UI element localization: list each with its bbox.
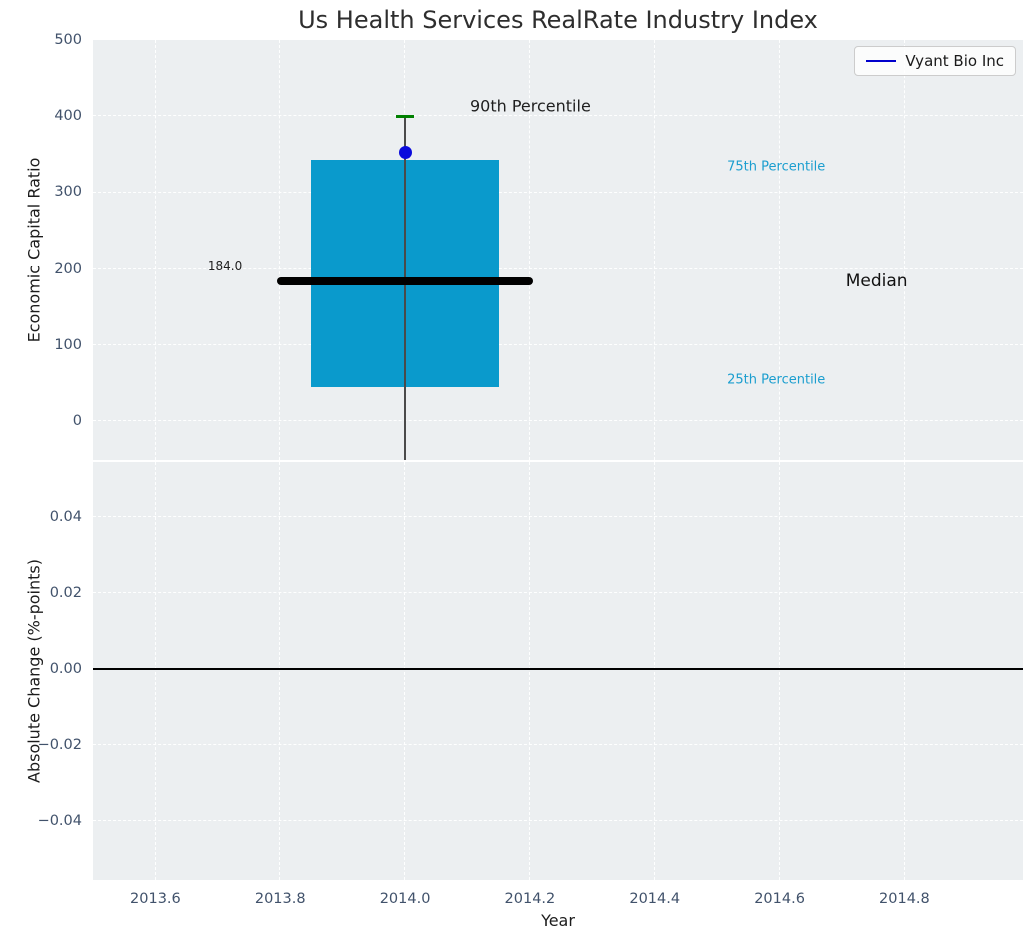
x-gridline: [154, 40, 156, 460]
annotation: 25th Percentile: [727, 372, 826, 388]
chart-title: Us Health Services RealRate Industry Ind…: [298, 6, 818, 34]
x-tick-label: 2014.6: [754, 891, 805, 907]
company-point: [398, 146, 412, 160]
annotation: Median: [845, 270, 908, 291]
y-gridline: [93, 820, 1023, 822]
legend[interactable]: Vyant Bio Inc: [854, 46, 1016, 76]
y-gridline: [93, 191, 1023, 193]
y-gridline: [93, 516, 1023, 518]
y-tick-label: 500: [54, 32, 82, 48]
zero-line: [93, 668, 1023, 670]
y-tick-label: −0.02: [37, 737, 82, 754]
legend-line-sample: [866, 60, 897, 62]
y-tick-label: 200: [54, 260, 82, 277]
x-gridline: [903, 40, 905, 460]
y-tick-label: 0.00: [49, 661, 82, 678]
x-gridline: [529, 40, 531, 460]
y-gridline: [93, 39, 1023, 41]
x-gridline: [279, 40, 281, 460]
y-tick-label: 0.04: [49, 509, 82, 526]
top-axes: [93, 40, 1023, 460]
x-tick-label: 2014.0: [379, 891, 431, 907]
x-gridline: [903, 462, 905, 880]
y-gridline: [93, 744, 1023, 746]
y-gridline: [93, 115, 1023, 117]
y-gridline: [93, 592, 1023, 594]
x-tick-label: 2014.4: [629, 891, 681, 907]
y-tick-label: −0.04: [37, 813, 82, 830]
x-gridline: [279, 462, 281, 880]
x-gridline: [778, 462, 780, 880]
bottom-axes: [93, 462, 1023, 880]
whisker-line: [404, 116, 406, 460]
top-y-axis-label: Economic Capital Ratio: [24, 157, 44, 343]
y-gridline: [93, 420, 1023, 422]
x-tick-label: 2014.2: [504, 891, 556, 907]
y-tick-label: 300: [54, 184, 82, 201]
bottom-y-axis-label: Absolute Change (%-points): [24, 559, 44, 783]
median-line: [277, 276, 534, 285]
x-tick-label: 2014.8: [879, 891, 930, 907]
y-tick-label: 400: [54, 108, 82, 125]
x-tick-label: 2013.8: [254, 891, 306, 907]
x-gridline: [653, 462, 655, 880]
y-tick-label: 100: [54, 336, 82, 353]
annotation: 90th Percentile: [469, 96, 591, 116]
x-gridline: [778, 40, 780, 460]
y-tick-label: 0.02: [49, 585, 82, 602]
annotation: 75th Percentile: [727, 159, 826, 175]
x-gridline: [529, 462, 531, 880]
x-axis-label: Year: [541, 911, 575, 930]
legend-label: Vyant Bio Inc: [905, 52, 1004, 70]
p90-cap: [396, 114, 415, 118]
y-gridline: [93, 344, 1023, 346]
x-tick-label: 2013.6: [130, 891, 181, 907]
y-tick-label: 0: [72, 413, 82, 430]
x-gridline: [154, 462, 156, 880]
x-gridline: [404, 462, 406, 880]
y-gridline: [93, 267, 1023, 269]
annotation: 184.0: [207, 259, 243, 274]
x-gridline: [653, 40, 655, 460]
